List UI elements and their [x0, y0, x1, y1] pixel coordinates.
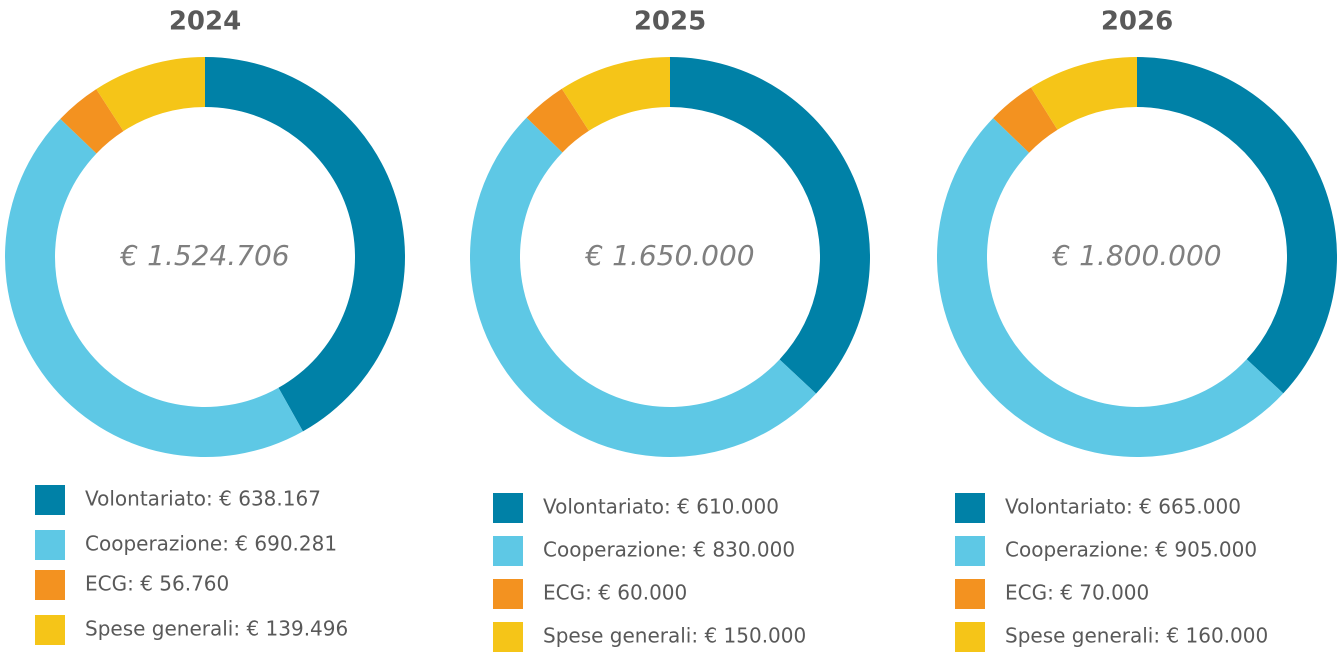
legend-label: ECG: € 56.760: [85, 572, 229, 596]
center-total: € 1.800.000: [1051, 239, 1221, 272]
legend-label: Spese generali: € 139.496: [85, 617, 348, 641]
donut-slice: [96, 57, 205, 132]
donut-slice: [1031, 57, 1137, 130]
chart-title: 2024: [169, 7, 241, 37]
legend-swatch: [35, 530, 65, 560]
donut-slice: [936, 118, 1284, 458]
legend-label: Volontariato: € 638.167: [85, 487, 321, 511]
donut-slice: [670, 57, 871, 394]
legend-swatch: [955, 622, 985, 652]
legend-swatch: [35, 615, 65, 645]
donut-slice: [1137, 57, 1337, 394]
donut-slice: [205, 57, 405, 432]
donut-slice: [526, 88, 589, 153]
donut-slice: [470, 117, 817, 457]
center-total: € 1.650.000: [584, 239, 754, 272]
legend-label: Volontariato: € 610.000: [543, 495, 779, 519]
legend-label: Spese generali: € 160.000: [1005, 624, 1268, 648]
donut-slice: [4, 118, 303, 457]
legend-label: ECG: € 70.000: [1005, 581, 1149, 605]
legend-label: Volontariato: € 665.000: [1005, 495, 1241, 519]
legend-label: Cooperazione: € 830.000: [543, 538, 795, 562]
chart-title: 2026: [1101, 7, 1173, 37]
legend-label: Spese generali: € 150.000: [543, 624, 806, 648]
legend-swatch: [493, 493, 523, 523]
legend-swatch: [493, 579, 523, 609]
legend-swatch: [955, 579, 985, 609]
legend-swatch: [955, 493, 985, 523]
chart-title: 2025: [634, 7, 706, 37]
center-total: € 1.524.706: [119, 239, 289, 272]
donut-slice: [993, 87, 1058, 153]
legend-swatch: [35, 570, 65, 600]
legend-label: Cooperazione: € 905.000: [1005, 538, 1257, 562]
legend-swatch: [955, 536, 985, 566]
donut-slice: [561, 57, 670, 131]
donut-slice: [60, 89, 124, 154]
legend-label: Cooperazione: € 690.281: [85, 532, 337, 556]
legend-swatch: [493, 622, 523, 652]
legend-swatch: [35, 485, 65, 515]
legend-swatch: [493, 536, 523, 566]
legend-label: ECG: € 60.000: [543, 581, 687, 605]
